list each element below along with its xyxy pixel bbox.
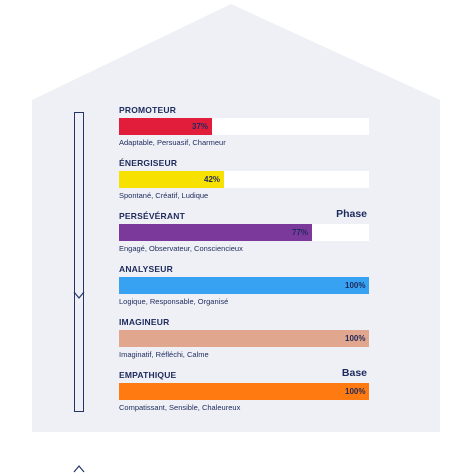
bar	[119, 277, 369, 294]
base-marker: Base	[341, 367, 367, 379]
profile-row: PERSÉVÉRANT 77% Engagé, Observateur, Consc…	[119, 208, 369, 263]
profile-row: ÉNERGISEUR 42% Spontané, Créatif, Ludique	[119, 157, 369, 210]
chevron-down-icon	[72, 290, 86, 300]
bar-track: 100%	[119, 383, 369, 400]
traits-text: Compatissant, Sensible, Chaleureux	[119, 403, 241, 412]
bar-value-label: 100%	[345, 334, 366, 343]
bar-track: 37%	[119, 118, 369, 135]
profile-row: ANALYSEUR 100% Logique, Responsable, Organ…	[119, 263, 369, 316]
bar	[119, 118, 212, 135]
traits-text: Spontané, Créatif, Ludique	[119, 191, 209, 200]
bar-value-label: 100%	[345, 281, 366, 290]
category-label: PROMOTEUR	[119, 105, 177, 115]
phase-marker: Phase	[336, 208, 367, 220]
traits-text: Adaptable, Persuasif, Charmeur	[119, 138, 226, 147]
profile-row: IMAGINEUR 100% Imaginatif, Réfléchi, Calme	[119, 316, 369, 369]
traits-text: Imaginatif, Réfléchi, Calme	[119, 350, 209, 359]
category-label: EMPATHIQUE	[119, 370, 177, 380]
house-background	[32, 4, 440, 432]
bar-track: 77%	[119, 224, 369, 241]
category-label: PERSÉVÉRANT	[119, 211, 185, 221]
house-shape	[32, 4, 440, 432]
bar-value-label: 37%	[192, 122, 209, 131]
bar	[119, 224, 312, 241]
traits-text: Logique, Responsable, Organisé	[119, 297, 229, 306]
arrow-rail-line	[74, 112, 84, 412]
bar-value-label: 77%	[292, 228, 309, 237]
profile-row: EMPATHIQUE 100% Compatissant, Sensible, Ch…	[119, 367, 369, 422]
bar-track: 100%	[119, 330, 369, 347]
category-label: IMAGINEUR	[119, 317, 170, 327]
category-label: ANALYSEUR	[119, 264, 173, 274]
bar	[119, 330, 369, 347]
phase-base-arrow	[72, 112, 86, 473]
bar	[119, 171, 224, 188]
traits-text: Engagé, Observateur, Consciencieux	[119, 244, 243, 253]
category-label: ÉNERGISEUR	[119, 158, 178, 168]
profile-bar-chart: PROMOTEUR 37% Adaptable, Persuasif, Charme…	[119, 104, 369, 422]
bar	[119, 383, 369, 400]
chevron-up-icon	[72, 464, 86, 474]
profile-row: PROMOTEUR 37% Adaptable, Persuasif, Charme…	[119, 104, 369, 157]
bar-track: 42%	[119, 171, 369, 188]
bar-value-label: 42%	[204, 175, 221, 184]
bar-track: 100%	[119, 277, 369, 294]
bar-value-label: 100%	[345, 387, 366, 396]
